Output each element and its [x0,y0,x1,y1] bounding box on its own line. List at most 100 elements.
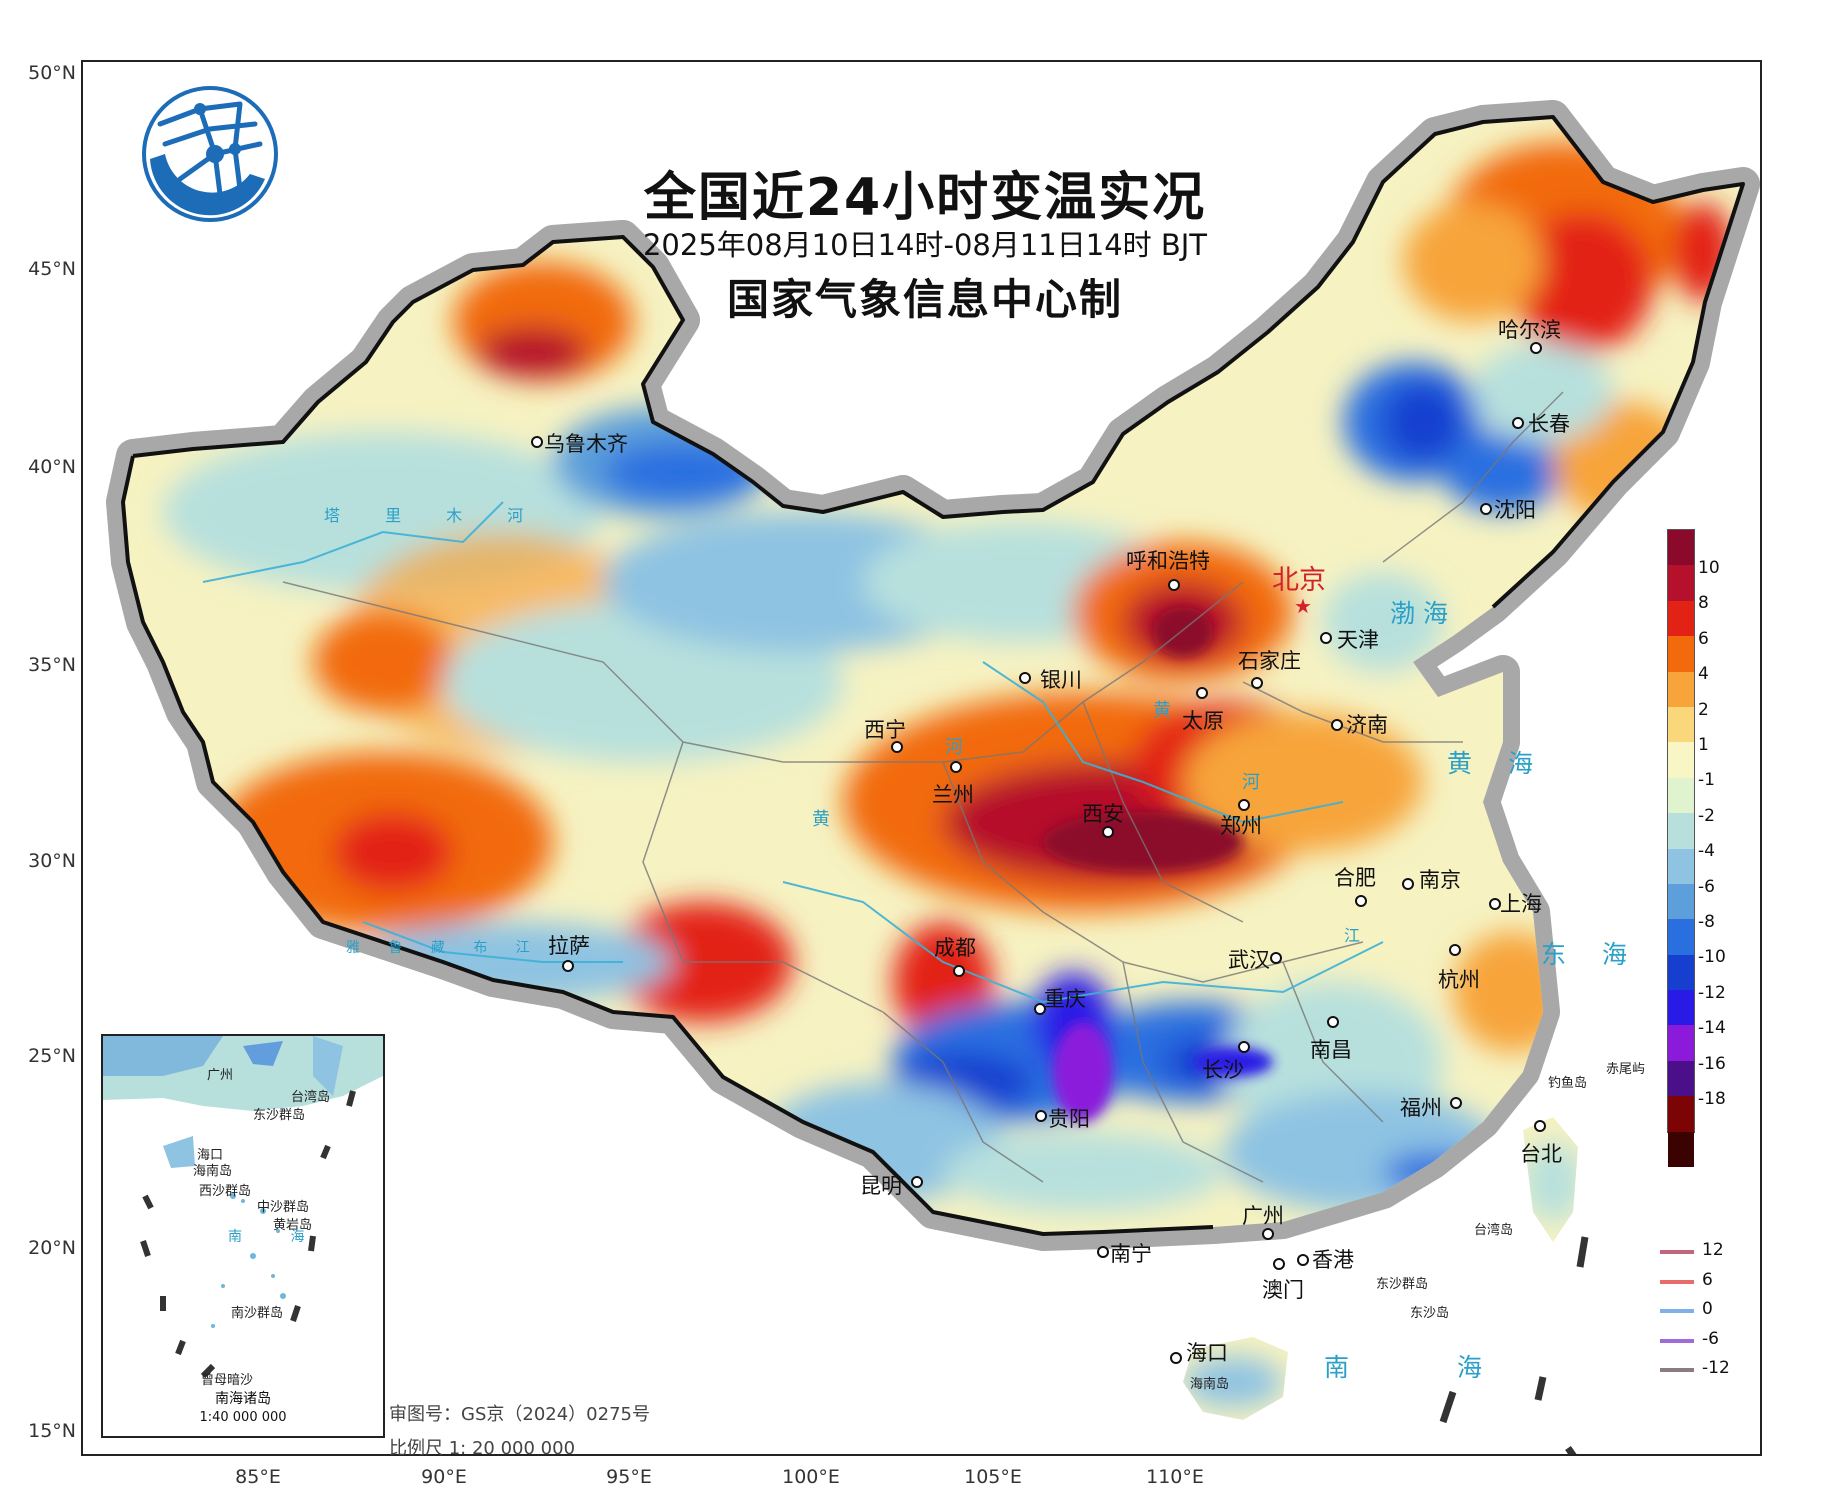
lat-label: 15°N [28,1420,76,1442]
lat-label: 35°N [28,654,76,676]
inset-zengmu: 曾母暗沙 [201,1373,254,1388]
legend-tick-label: 10 [1698,558,1720,578]
city-fuzhou: 福州 [1400,1096,1442,1120]
city-dot [911,1176,923,1188]
legend-tick-label: -4 [1698,841,1715,862]
city-guangzhou: 广州 [1242,1204,1284,1228]
contour-line-swatch [1660,1309,1694,1313]
legend-swatch [1668,777,1694,814]
legend-tick-label: 6 [1698,628,1709,649]
inset-huangyan: 黄岩岛 [273,1218,313,1233]
legend-tick-label: -14 [1698,1018,1726,1039]
temperature-map [106,100,1760,1454]
city-dot [1530,342,1542,354]
legend-tick-label: -1 [1698,770,1715,791]
legend-tick-label: -8 [1698,912,1715,932]
city-dot [1512,417,1524,429]
legend-tick-label: -16 [1698,1053,1726,1074]
legend-swatch [1668,636,1694,672]
sea-donghai: 东 海 [1541,940,1641,969]
lon-label: 105°E [964,1466,1022,1488]
legend-swatch [1668,530,1694,566]
legend-swatch [1668,742,1694,778]
contour-line-swatch [1660,1338,1694,1343]
cma-logo [142,86,278,222]
inset-xisha: 西沙群岛 [199,1184,252,1199]
city-tianjin: 天津 [1337,628,1379,652]
lon-label: 95°E [606,1466,652,1488]
city-macau: 澳门 [1262,1278,1304,1302]
legend-swatch [1668,671,1694,707]
legend-colorbar [1667,529,1695,1168]
city-dot [1270,952,1282,964]
city-wuhan: 武汉 [1228,948,1270,972]
city-hohhot: 呼和浩特 [1126,549,1210,573]
contour-label: -12 [1702,1358,1730,1378]
city-chengdu: 成都 [934,936,976,960]
river-yellow: 河 [945,737,977,758]
river-yellow: 黄 [812,809,844,830]
city-dot [1251,677,1263,689]
river-yellow: 河 [1242,772,1274,793]
city-kunming: 昆明 [860,1174,902,1198]
city-dot [1168,579,1180,591]
island-chiwei: 赤尾屿 [1606,1062,1646,1077]
city-hefei: 合肥 [1334,866,1376,890]
contour-line-swatch [1660,1279,1694,1284]
lon-label: 100°E [782,1466,840,1488]
city-dot [1480,503,1492,515]
city-guiyang: 贵阳 [1048,1107,1090,1131]
contour-label: 12 [1702,1240,1724,1260]
map-frame [81,60,1762,1456]
river-yarlung: 雅 鲁 藏 布 江 [346,940,542,956]
island-dongsha: 东沙群岛 [1376,1277,1429,1292]
city-dot [1238,1041,1250,1053]
lat-label: 40°N [28,456,76,478]
capital-star-icon: ★ [1294,594,1312,618]
legend-tick-label: -18 [1698,1089,1726,1109]
legend-tick-label: 1 [1698,735,1709,755]
island-taiwan: 台湾岛 [1474,1223,1514,1238]
city-hongkong: 香港 [1312,1248,1354,1272]
city-jinan: 济南 [1346,713,1388,737]
boundary-dashes [1439,1236,1589,1454]
city-hangzhou: 杭州 [1438,968,1480,992]
city-xining: 西宁 [864,718,906,742]
legend-swatch [1668,919,1694,955]
legend-tick-label: 4 [1698,664,1709,685]
river-tarim: 塔 里 木 河 [324,506,544,525]
city-dot [1238,799,1250,811]
legend-swatch [1668,954,1694,991]
review-number: 审图号：GS京（2024）0275号 [389,1404,650,1425]
city-dot [1449,944,1461,956]
city-dot [1097,1246,1109,1258]
city-harbin: 哈尔滨 [1498,318,1561,342]
map-issuer: 国家气象信息中心制 [726,275,1123,324]
sea-huanghai: 黄 海 [1447,749,1547,778]
legend-swatch [1668,848,1694,884]
contour-label: -6 [1702,1328,1719,1349]
south-china-sea-inset: 台湾岛 广州 海口 海南岛 东沙群岛 西沙群岛 中沙群岛 黄岩岛 南沙群岛 曾母… [101,1034,385,1438]
legend-swatch [1668,990,1694,1026]
inset-hainan: 海南岛 [193,1164,233,1179]
legend-swatch [1668,883,1694,920]
contour-line-swatch [1660,1250,1694,1254]
lat-label: 20°N [28,1237,76,1259]
city-dot [1489,898,1501,910]
city-dot [1355,895,1367,907]
city-dot [1450,1097,1462,1109]
legend-swatch [1668,1025,1694,1061]
sea-nanhai: 南 海 [1324,1353,1532,1382]
city-lanzhou: 兰州 [932,783,974,807]
inset-sea: 南 海 [228,1229,327,1245]
city-xian: 西安 [1082,802,1124,826]
legend-swatch [1668,1096,1694,1132]
lat-label: 25°N [28,1045,76,1067]
legend-tick-label: -12 [1698,982,1726,1003]
inset-map [103,1036,383,1379]
city-yinchuan: 银川 [1040,668,1082,692]
city-zhengzhou: 郑州 [1220,814,1262,838]
map-subtitle: 2025年08月10日14时-08月11日14时 BJT [642,228,1208,262]
island-hainan: 海南岛 [1190,1377,1230,1392]
city-dot [562,960,574,972]
